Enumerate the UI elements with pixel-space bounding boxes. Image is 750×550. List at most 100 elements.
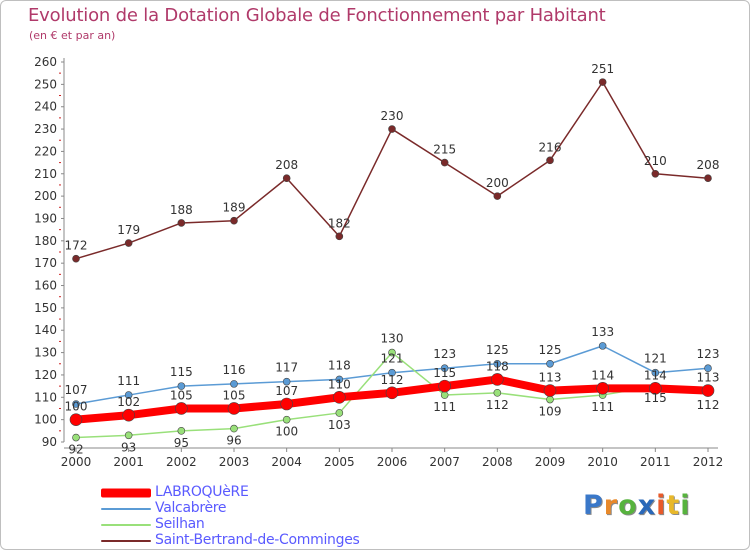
logo-letter: r xyxy=(603,490,619,521)
x-tick-label: 2010 xyxy=(587,455,618,469)
data-label: 100 xyxy=(65,400,88,414)
data-label: 100 xyxy=(275,425,298,439)
series-1-point xyxy=(546,359,554,368)
y-tick-label: 90 xyxy=(42,435,57,449)
data-label: 112 xyxy=(697,398,720,412)
series-3-point xyxy=(493,192,502,200)
data-label: 200 xyxy=(486,176,509,190)
series-0-point xyxy=(491,373,504,386)
legend-swatch xyxy=(101,488,151,498)
y-tick-label: 150 xyxy=(34,301,57,315)
series-2-point xyxy=(493,389,502,397)
data-label: 95 xyxy=(174,436,189,450)
logo-letter: P xyxy=(583,490,604,521)
data-label: 115 xyxy=(433,366,456,380)
data-label: 133 xyxy=(591,325,614,339)
data-label: 125 xyxy=(539,343,562,357)
series-1-point xyxy=(177,382,186,390)
series-1-point xyxy=(282,377,291,386)
x-tick-label: 2009 xyxy=(535,455,566,469)
y-tick-label: 200 xyxy=(34,189,57,203)
series-0-point xyxy=(333,390,346,404)
series-2-point xyxy=(546,395,554,404)
data-label: 109 xyxy=(539,405,562,419)
series-0-point xyxy=(175,402,188,415)
data-label: 179 xyxy=(117,223,140,237)
y-tick-label: 260 xyxy=(34,55,57,69)
y-tick-label: 240 xyxy=(34,100,57,114)
y-tick-label: 100 xyxy=(34,413,57,427)
data-label: 105 xyxy=(223,388,246,402)
data-labels-layer: 100 102 105 105 107 110 112 115 118 113 114 114 113 1… xyxy=(65,62,720,456)
y-tick-label: 160 xyxy=(34,279,57,293)
data-label: 103 xyxy=(328,418,351,432)
series-1-point xyxy=(124,391,133,399)
legend-label: LABROQUèRE xyxy=(155,484,249,500)
data-label: 125 xyxy=(486,343,509,357)
data-label: 123 xyxy=(697,347,720,361)
x-tick-label: 2011 xyxy=(640,455,671,469)
series-1-point xyxy=(72,400,80,408)
data-label: 105 xyxy=(170,388,193,402)
data-label: 111 xyxy=(433,400,456,414)
series-1-point xyxy=(493,359,502,368)
proxiti-logo: Proxiti xyxy=(583,490,691,521)
series-3-point xyxy=(388,125,396,133)
y-tick-label: 220 xyxy=(34,144,57,158)
legend-label: Valcabrère xyxy=(155,500,227,516)
series-2-point xyxy=(72,433,80,442)
data-label: 118 xyxy=(486,359,509,373)
legend-label: Seilhan xyxy=(155,516,205,532)
data-label: 111 xyxy=(591,400,614,414)
data-label: 114 xyxy=(644,368,667,382)
series-1-point xyxy=(440,364,449,373)
x-tick-label: 2006 xyxy=(377,455,408,469)
series-2-point xyxy=(124,431,133,440)
x-tick-label: 2007 xyxy=(429,455,460,469)
series-0-point xyxy=(701,384,715,397)
legend-label: Saint-Bertrand-de-Comminges xyxy=(155,532,360,548)
series-0-point xyxy=(280,397,293,411)
data-label: 96 xyxy=(226,434,241,448)
data-label: 215 xyxy=(433,143,456,157)
series-0-point xyxy=(69,413,83,426)
legend-swatch xyxy=(101,508,151,510)
x-tick-label: 2004 xyxy=(271,455,302,469)
data-label: 121 xyxy=(381,352,404,366)
data-label: 115 xyxy=(644,391,667,405)
series-0-point xyxy=(122,408,135,422)
series-0-point xyxy=(385,386,399,400)
data-label: 93 xyxy=(121,440,136,454)
logo-letter: i xyxy=(680,490,691,521)
data-label: 117 xyxy=(275,361,298,375)
y-axis: 90 100 110 120 130 140 150 160 170 180 190 200 210 22… xyxy=(34,55,65,449)
series-2-point xyxy=(177,427,186,435)
series-3-point xyxy=(72,254,80,263)
y-tick-label: 110 xyxy=(34,390,57,404)
series-3-point xyxy=(546,156,554,165)
data-label: 216 xyxy=(539,140,562,154)
data-label: 116 xyxy=(223,363,246,377)
logo-letter: t xyxy=(666,490,681,521)
data-label: 210 xyxy=(644,154,667,168)
y-tick-label: 180 xyxy=(34,234,57,248)
data-label: 113 xyxy=(697,371,720,385)
series-1-point xyxy=(230,380,238,388)
y-tick-label: 140 xyxy=(34,323,57,337)
x-tick-label: 2003 xyxy=(219,455,250,469)
data-label: 188 xyxy=(170,203,193,217)
data-label: 107 xyxy=(275,384,298,398)
x-tick-label: 2001 xyxy=(113,455,144,469)
data-label: 115 xyxy=(170,365,193,379)
logo-letter: x xyxy=(637,490,657,521)
series-3-point xyxy=(651,169,660,178)
data-label: 112 xyxy=(381,373,404,387)
data-label: 189 xyxy=(223,201,246,215)
data-label: 118 xyxy=(328,358,351,372)
series-3-point xyxy=(177,219,186,227)
data-label: 112 xyxy=(486,398,509,412)
logo-letter: o xyxy=(618,490,638,521)
x-tick-label: 2005 xyxy=(324,455,355,469)
